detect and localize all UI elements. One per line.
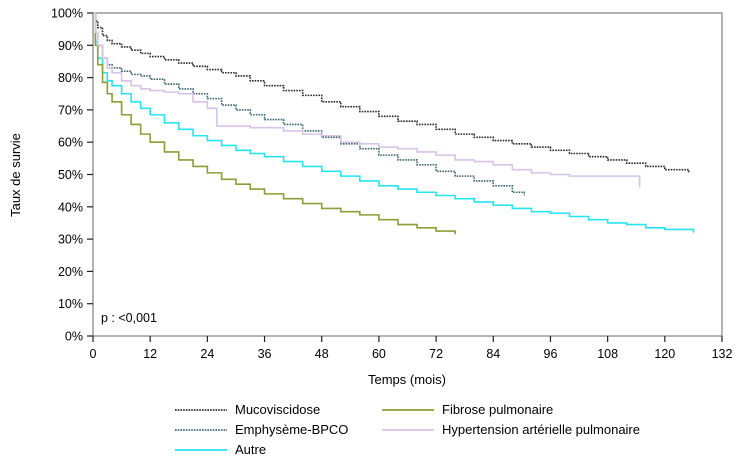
y-tick-label: 70%	[58, 103, 83, 117]
series-line	[93, 12, 641, 188]
y-tick-label: 30%	[58, 233, 83, 247]
series-line	[93, 12, 456, 235]
y-tick-label: 50%	[58, 168, 83, 182]
x-tick-label: 12	[143, 347, 157, 361]
series-line	[93, 12, 690, 173]
x-tick-label: 48	[315, 347, 329, 361]
x-tick-label: 84	[486, 347, 500, 361]
y-axis-title-label: Taux de survie	[8, 133, 23, 217]
legend-entry-label: Mucoviscidose	[235, 402, 320, 417]
legend-entry-label: Fibrose pulmonaire	[442, 402, 553, 417]
x-tick-label: 0	[90, 347, 97, 361]
series-curves	[93, 12, 695, 235]
y-tick-label: 20%	[58, 265, 83, 279]
y-tick-label: 100%	[51, 7, 83, 21]
y-axis-ticks: 0% 10% 20% 30% 40% 50% 60% 70% 80% 90% 100%	[51, 7, 93, 344]
legend-entry-label: Emphysème-BPCO	[235, 422, 348, 437]
y-axis-title: Taux de survie	[8, 133, 23, 217]
y-tick-label: 90%	[58, 39, 83, 53]
p-value-annotation: p : <0,001	[101, 311, 157, 325]
legend-entry-label: Autre	[235, 442, 266, 457]
x-axis-ticks: 0 12 24 36 48 60 72 84 96 108 120 132	[90, 336, 733, 361]
x-tick-label: 132	[712, 347, 733, 361]
x-axis-title-label: Temps (mois)	[368, 372, 446, 387]
series-line	[93, 12, 695, 233]
x-tick-label: 72	[429, 347, 443, 361]
legend-entry-label: Hypertension artérielle pulmonaire	[442, 422, 640, 437]
x-tick-label: 24	[200, 347, 214, 361]
x-tick-label: 108	[597, 347, 618, 361]
x-tick-label: 96	[544, 347, 558, 361]
x-tick-label: 120	[654, 347, 675, 361]
y-tick-label: 40%	[58, 200, 83, 214]
y-tick-label: 80%	[58, 71, 83, 85]
x-tick-label: 60	[372, 347, 386, 361]
y-tick-label: 10%	[58, 297, 83, 311]
y-tick-label: 0%	[65, 330, 83, 344]
chart-legend: Mucoviscidose Emphysème-BPCO Autre Fibrose …	[175, 402, 640, 457]
series-line	[93, 12, 526, 196]
x-tick-label: 36	[258, 347, 272, 361]
y-tick-label: 60%	[58, 136, 83, 150]
